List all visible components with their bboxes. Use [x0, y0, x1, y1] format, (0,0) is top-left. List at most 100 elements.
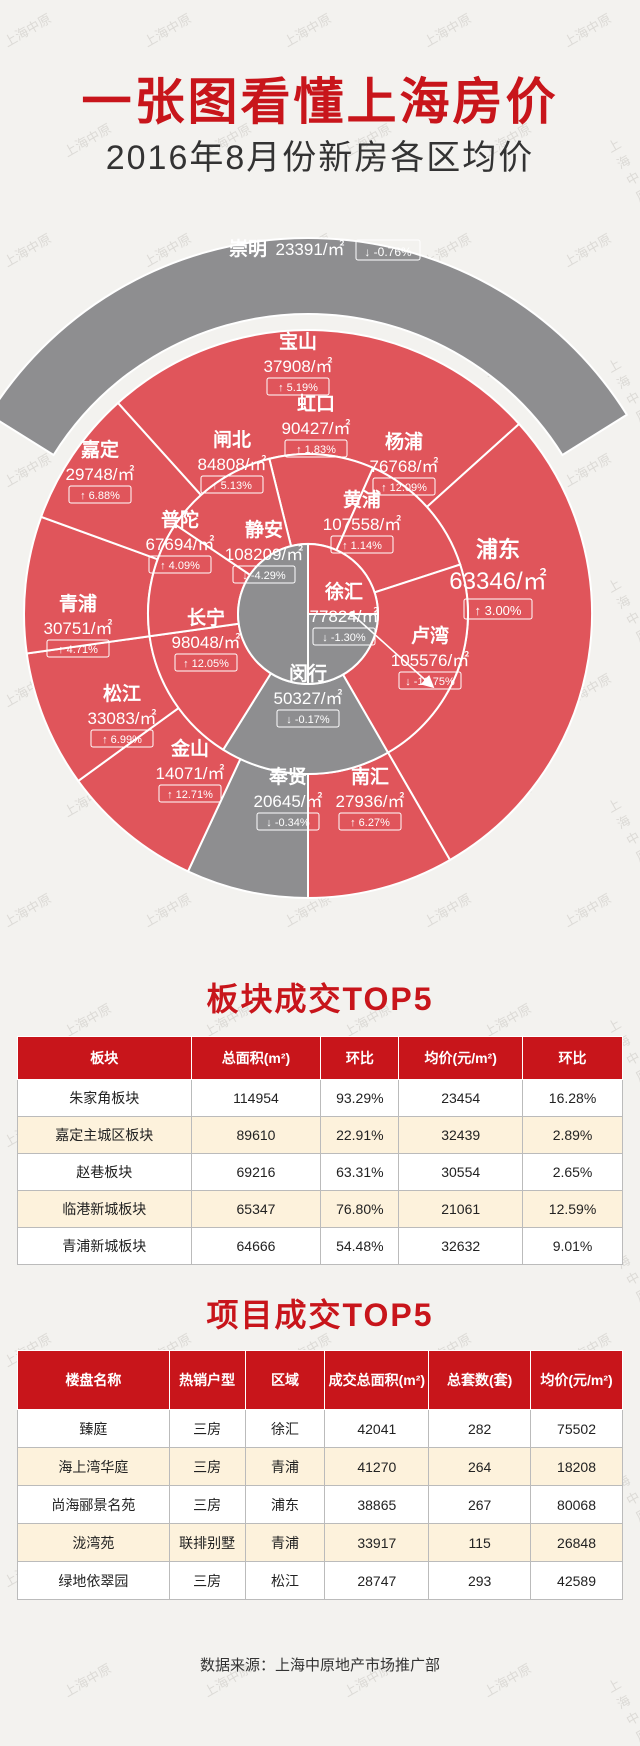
change-text-宝山: ↑ 5.19%	[278, 382, 318, 394]
project-table-cell: 33917	[324, 1523, 430, 1562]
block-table-cell: 21061	[398, 1190, 524, 1228]
region-price-宝山: 37908/㎡	[264, 357, 333, 376]
project-table-cell: 浦东	[244, 1485, 326, 1524]
table-row: 尚海郦景名苑 三房 浦东 38865 267 80068	[17, 1485, 623, 1524]
block-table-cell: 63.31%	[320, 1153, 400, 1191]
region-price-虹口: 90427/㎡	[282, 419, 351, 438]
region-name-青浦: 青浦	[59, 592, 97, 615]
project-table-cell: 松江	[244, 1561, 326, 1600]
region-name-奉贤: 奉贤	[268, 765, 307, 788]
change-text-黄浦: ↑ 1.14%	[342, 540, 382, 552]
project-table-cell: 28747	[324, 1561, 430, 1600]
change-badge	[398, 671, 462, 690]
change-badge	[46, 639, 110, 658]
region-name-普陀: 普陀	[161, 508, 199, 531]
change-text-奉贤: ↓ -0.34%	[266, 817, 310, 829]
project-table-cell: 115	[428, 1523, 532, 1562]
watermark-text: 上海中原	[141, 10, 194, 50]
change-text-卢湾: ↓ -10.75%	[405, 676, 455, 688]
region-price-普陀: 67694/㎡	[146, 535, 215, 554]
project-table-cell: 282	[428, 1409, 532, 1448]
table-row: 赵巷板块 69216 63.31% 30554 2.65%	[17, 1153, 623, 1191]
project-table-cell: 三房	[168, 1447, 246, 1486]
watermark-text: 上海中原	[421, 10, 474, 50]
block-table-cell: 114954	[190, 1079, 322, 1117]
block-table-cell: 12.59%	[522, 1190, 623, 1228]
region-price-崇明: 23391/㎡	[276, 240, 345, 259]
watermark-text: 上海中原	[561, 10, 614, 50]
region-name-长宁: 长宁	[187, 606, 225, 629]
region-name-嘉定: 嘉定	[80, 438, 119, 461]
block-table-cell: 朱家角板块	[17, 1079, 192, 1117]
change-text-松江: ↑ 6.99%	[102, 734, 142, 746]
pointer-dot	[349, 611, 355, 617]
project-table-header-3: 成交总面积(m²)	[324, 1350, 430, 1410]
project-table-cell: 42041	[324, 1409, 430, 1448]
region-price-闵行: 50327/㎡	[274, 689, 343, 708]
project-table-cell: 三房	[168, 1409, 246, 1448]
region-price-闸北: 84808/㎡	[198, 455, 267, 474]
region-price-奉贤: 20645/㎡	[254, 792, 323, 811]
block-table-cell: 93.29%	[320, 1079, 400, 1117]
change-text-青浦: ↑ 4.71%	[58, 644, 98, 656]
block-table-cell: 16.28%	[522, 1079, 623, 1117]
region-name-卢湾: 卢湾	[411, 624, 449, 647]
project-table-cell: 293	[428, 1561, 532, 1600]
project-table-cell: 徐汇	[244, 1409, 326, 1448]
project-table-header-4: 总套数(套)	[428, 1350, 532, 1410]
region-price-卢湾: 105576/㎡	[391, 651, 469, 670]
table-row: 朱家角板块 114954 93.29% 23454 16.28%	[17, 1079, 623, 1117]
region-name-崇明: 崇明	[229, 237, 267, 260]
project-table-header-0: 楼盘名称	[17, 1350, 170, 1410]
block-table-cell: 65347	[190, 1190, 322, 1228]
region-name-杨浦: 杨浦	[385, 430, 423, 453]
block-table-header-3: 均价(元/m²)	[398, 1036, 524, 1080]
change-text-杨浦: ↑ 12.09%	[381, 482, 427, 494]
block-table-cell: 30554	[398, 1153, 524, 1191]
project-table-cell: 26848	[530, 1523, 623, 1562]
block-table-cell: 22.91%	[320, 1116, 400, 1154]
block-table-cell: 赵巷板块	[17, 1153, 192, 1191]
table-row: 青浦新城板块 64666 54.48% 32632 9.01%	[17, 1227, 623, 1265]
block-table-header-4: 环比	[522, 1036, 623, 1080]
change-badge	[355, 239, 421, 261]
block-table-cell: 64666	[190, 1227, 322, 1265]
price-sunburst-chart: 崇明 23391/㎡ ↓ -0.76% 宝山 37908/㎡ ↑ 5.19% 嘉定 29748…	[0, 236, 629, 900]
region-name-徐汇: 徐汇	[324, 580, 363, 603]
region-name-黄浦: 黄浦	[343, 488, 381, 511]
change-badge	[312, 627, 376, 646]
change-badge	[463, 598, 533, 620]
region-price-嘉定: 29748/㎡	[66, 465, 135, 484]
project-table-cell: 38865	[324, 1485, 430, 1524]
project-table-cell: 臻庭	[17, 1409, 170, 1448]
project-table-cell: 青浦	[244, 1447, 326, 1486]
region-price-青浦: 30751/㎡	[44, 619, 113, 638]
project-table-cell: 三房	[168, 1485, 246, 1524]
project-top5-table: 楼盘名称 热销户型 区域 成交总面积(m²) 总套数(套) 均价(元/m²) 臻庭 三房 徐汇…	[17, 1350, 623, 1600]
watermark-text: 上海中原	[604, 1675, 640, 1745]
block-table-cell: 32439	[398, 1116, 524, 1154]
segment-崇明	[0, 236, 629, 457]
table-row: 绿地依翠园 三房 松江 28747 293 42589	[17, 1561, 623, 1600]
data-source: 数据来源：上海中原地产市场推广部	[199, 1657, 440, 1674]
region-price-长宁: 98048/㎡	[172, 633, 241, 652]
watermark-text: 上海中原	[281, 10, 334, 50]
project-table-cell: 42589	[530, 1561, 623, 1600]
change-badge	[90, 729, 154, 748]
table-row: 临港新城板块 65347 76.80% 21061 12.59%	[17, 1190, 623, 1228]
project-table-cell: 联排别墅	[168, 1523, 246, 1562]
block-table-cell: 青浦新城板块	[17, 1227, 192, 1265]
project-table-cell: 41270	[324, 1447, 430, 1486]
change-text-普陀: ↑ 4.09%	[160, 560, 200, 572]
block-table-cell: 9.01%	[522, 1227, 623, 1265]
region-name-宝山: 宝山	[279, 330, 317, 353]
change-text-闵行: ↓ -0.17%	[286, 714, 330, 726]
region-name-静安: 静安	[245, 518, 283, 541]
project-table-cell: 264	[428, 1447, 532, 1486]
table-row: 海上湾华庭 三房 青浦 41270 264 18208	[17, 1447, 623, 1486]
change-text-浦东: ↑ 3.00%	[475, 603, 522, 618]
change-badge	[232, 565, 296, 584]
region-price-南汇: 27936/㎡	[336, 792, 405, 811]
segment-静安	[237, 542, 309, 686]
change-text-嘉定: ↑ 6.88%	[80, 490, 120, 502]
